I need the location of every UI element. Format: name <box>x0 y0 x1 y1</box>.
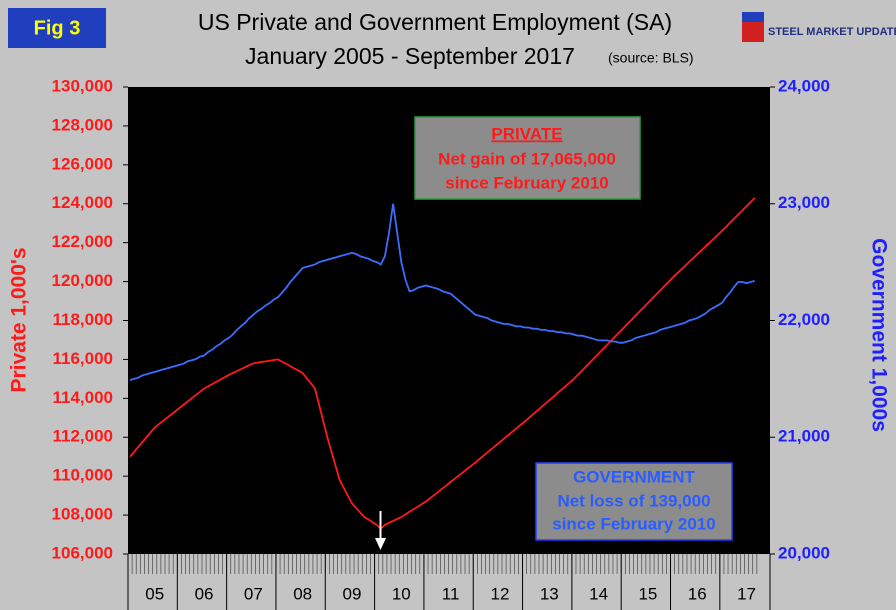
series-line <box>129 197 756 530</box>
annotation-box <box>535 462 733 541</box>
series-line <box>129 203 756 381</box>
annotation-heading: PRIVATE <box>491 124 562 143</box>
y-tick-label: 108,000 <box>52 505 113 524</box>
x-tick-label: 12 <box>490 584 509 603</box>
annotation-text: since February 2010 <box>552 514 715 533</box>
y-tick-label: 120,000 <box>52 271 113 290</box>
figure-label-box <box>8 8 106 48</box>
y2-tick-label: 22,000 <box>778 310 830 329</box>
arrow-head <box>375 538 386 550</box>
source: (source: BLS) <box>608 50 694 66</box>
x-tick-label: 17 <box>737 584 756 603</box>
x-tick-label: 16 <box>688 584 707 603</box>
x-tick-label: 05 <box>145 584 164 603</box>
y-tick-label: 114,000 <box>52 388 113 407</box>
x-tick-label: 08 <box>293 584 312 603</box>
y2-axis-title: Government 1,000s <box>867 238 890 432</box>
y-tick-label: 116,000 <box>52 349 113 368</box>
x-tick-label: 13 <box>540 584 559 603</box>
annotation-text: Net loss of 139,000 <box>557 491 710 510</box>
y-tick-label: 130,000 <box>52 76 113 95</box>
y-tick-label: 106,000 <box>52 543 113 562</box>
y-axis-title: Private 1,000's <box>8 247 31 392</box>
x-tick-label: 11 <box>442 584 460 603</box>
chart-title: US Private and Government Employment (SA… <box>198 9 672 35</box>
y-tick-label: 110,000 <box>52 466 113 485</box>
x-tick-label: 14 <box>589 584 608 603</box>
x-tick-label: 10 <box>392 584 411 603</box>
chart-subtitle: January 2005 - September 2017 <box>245 43 575 69</box>
plot: 106,000 108,000 110,000 112,000 114,000 116,0… <box>52 76 830 610</box>
y-tick-label: 128,000 <box>52 115 113 134</box>
annotation-heading: GOVERNMENT <box>573 467 695 486</box>
logo-flag-top <box>742 12 764 22</box>
y-tick-label: 118,000 <box>52 310 113 329</box>
y2-tick-label: 24,000 <box>778 76 830 95</box>
annotation-text: Net gain of 17,065,000 <box>438 149 616 168</box>
x-tick-label: 09 <box>343 584 362 603</box>
x-tick-label: 06 <box>195 584 214 603</box>
y-tick-label: 124,000 <box>52 193 113 212</box>
y-tick-label: 122,000 <box>52 232 113 251</box>
y-tick-label: 126,000 <box>52 154 113 173</box>
y2-tick-label: 23,000 <box>778 193 830 212</box>
y-tick-label: 112,000 <box>52 427 113 446</box>
x-tick-label: 15 <box>638 584 657 603</box>
x-tick-label: 07 <box>244 584 263 603</box>
annotation-text: since February 2010 <box>445 173 608 192</box>
annotation-box <box>414 116 641 200</box>
logo: STEEL MARKET UPDATE <box>768 26 896 38</box>
y2-tick-label: 20,000 <box>778 543 830 562</box>
y2-tick-label: 21,000 <box>778 427 830 446</box>
figure-label: Fig 3 <box>34 17 81 39</box>
